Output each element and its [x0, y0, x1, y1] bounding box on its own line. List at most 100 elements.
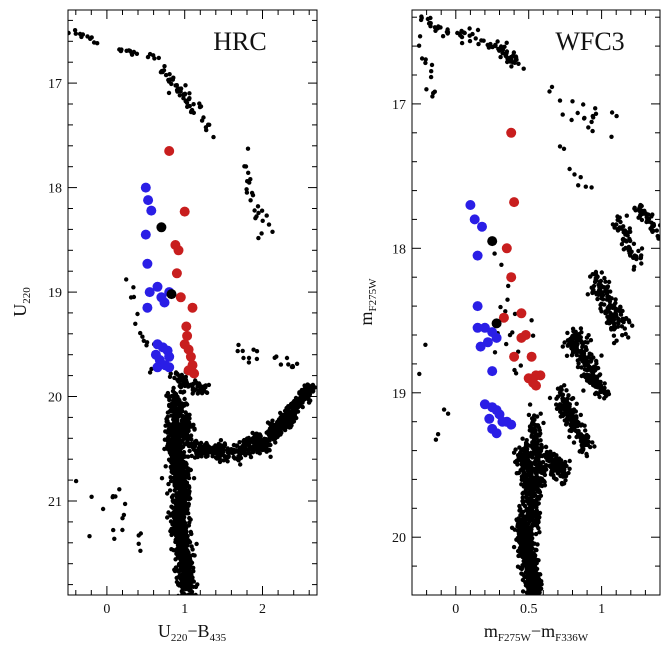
wfc3-red-star [501, 243, 512, 254]
hrc-field-star [178, 385, 184, 390]
wfc3-field-star [520, 589, 526, 594]
wfc3-field-star [555, 394, 561, 399]
hrc-field-star [187, 91, 192, 96]
hrc-field-star [169, 393, 175, 399]
wfc3-field-star [492, 350, 498, 355]
hrc-field-star [192, 608, 196, 612]
hrc-field-star [202, 384, 207, 389]
hrc-field-star [294, 361, 300, 366]
hrc-field-star [186, 597, 190, 601]
wfc3-field-star [520, 436, 525, 441]
wfc3-field-star [424, 87, 429, 92]
wfc3-field-star [419, 15, 424, 21]
hrc-field-star [185, 438, 190, 443]
hrc-field-star [176, 593, 181, 595]
hrc-blue-star [164, 351, 175, 362]
wfc3-field-star [417, 371, 422, 377]
hrc-field-star [173, 537, 178, 542]
hrc-field-star [256, 210, 261, 216]
hrc-field-star [134, 51, 140, 56]
hrc-field-star [188, 109, 194, 115]
hrc-field-star [100, 506, 106, 512]
wfc3-red-star [506, 272, 517, 283]
hrc-field-star [188, 559, 193, 564]
hrc-field-star [147, 370, 153, 375]
wfc3-blue-star [482, 337, 493, 348]
hrc-field-star [163, 464, 168, 469]
hrc-field-star [117, 487, 122, 492]
hrc-field-star [152, 56, 157, 61]
hrc-field-star [165, 423, 170, 428]
hrc-field-star [185, 466, 191, 471]
wfc3-field-star [555, 457, 560, 462]
hrc-red-star [179, 206, 190, 217]
wfc3-field-star [559, 461, 564, 466]
wfc3-field-star [549, 469, 554, 474]
wfc3-field-star [527, 402, 533, 407]
hrc-field-star [291, 414, 296, 420]
wfc3-field-star [533, 500, 538, 506]
wfc3-field-star [557, 98, 563, 103]
hrc-field-star [165, 414, 170, 420]
wfc3-field-star [630, 323, 635, 328]
wfc3-field-star [428, 15, 433, 21]
wfc3-field-star [509, 64, 514, 69]
wfc3-field-star [611, 324, 617, 329]
wfc3-field-star [578, 175, 583, 180]
wfc3-field-star [602, 275, 607, 281]
hrc-red-stars [164, 146, 200, 379]
hrc-field-star [68, 30, 71, 36]
wfc3-field-star [564, 388, 569, 393]
hrc-field-star [183, 83, 188, 88]
wfc3-field-star [593, 272, 599, 277]
hrc-panel-title: HRC [213, 27, 266, 56]
wfc3-field-star [598, 302, 603, 308]
hrc-field-star [169, 440, 174, 445]
wfc3-field-star [510, 330, 515, 335]
wfc3-field-star [535, 467, 540, 472]
hrc-field-star [199, 391, 205, 396]
hrc-field-star [180, 532, 186, 537]
hrc-y-tick-label: 21 [48, 495, 62, 510]
wfc3-field-star [585, 292, 590, 297]
hrc-field-star [166, 457, 172, 462]
wfc3-field-star [561, 397, 567, 402]
wfc3-x-tick-label: 0 [452, 602, 459, 617]
wfc3-field-star [445, 31, 450, 36]
wfc3-field-star [599, 290, 605, 296]
wfc3-field-star [530, 333, 536, 338]
wfc3-field-star [535, 475, 540, 480]
hrc-black_marked-star [166, 289, 177, 300]
wfc3-field-star [579, 365, 584, 370]
wfc3-field-star [520, 466, 526, 472]
wfc3-field-star [621, 319, 626, 325]
hrc-field-star [260, 218, 265, 223]
wfc3-field-star [590, 440, 595, 445]
hrc-field-star [189, 453, 194, 459]
hrc-field-star [89, 494, 94, 499]
hrc-field-star [179, 454, 184, 460]
wfc3-field-star [504, 49, 510, 54]
wfc3-field-star [529, 428, 534, 433]
hrc-field-star [91, 40, 97, 45]
hrc-field-star [226, 450, 231, 455]
wfc3-red-star [509, 197, 520, 208]
hrc-field-star [72, 28, 78, 33]
wfc3-field-star [581, 102, 586, 107]
hrc-field-star [156, 55, 161, 61]
wfc3-field-star [591, 287, 596, 292]
wfc3-field-star [569, 336, 574, 341]
wfc3-field-star [613, 297, 618, 302]
hrc-field-star [186, 384, 191, 389]
hrc-field-star [175, 481, 180, 487]
hrc-field-star [191, 102, 196, 107]
hrc-field-star [117, 47, 122, 52]
hrc-field-star [278, 432, 283, 437]
hrc-field-star [259, 231, 264, 236]
wfc3-field-star [598, 278, 604, 284]
wfc3-x-axis-label: mF275W−mF336W [484, 621, 589, 644]
wfc3-field-star [525, 515, 530, 521]
wfc3-field-star [560, 406, 565, 411]
wfc3-field-star [632, 264, 637, 269]
wfc3-field-star [423, 60, 428, 66]
